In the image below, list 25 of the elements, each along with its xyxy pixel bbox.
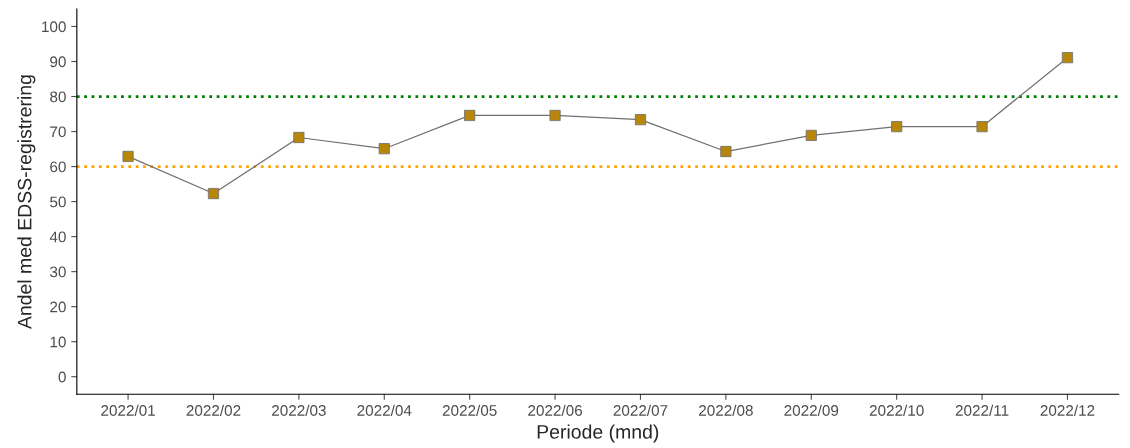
y-tick-label: 70 <box>50 126 66 138</box>
x-tick-label: 2022/11 <box>955 404 1009 416</box>
x-tick-label: 2022/09 <box>784 404 839 416</box>
x-axis-title: Periode (mnd) <box>537 424 659 443</box>
y-tick-label: 40 <box>49 231 66 243</box>
x-tick-label: 2022/08 <box>699 404 753 416</box>
x-tick-label: 2022/03 <box>272 404 326 416</box>
x-tick-label: 2022/07 <box>613 404 668 416</box>
y-tick-label: 30 <box>50 266 66 278</box>
y-axis-title: Andel med EDSS-registrering <box>17 75 36 330</box>
y-tick-label: 100 <box>42 21 66 33</box>
x-tick-label: 2022/06 <box>528 404 583 416</box>
y-tick-label: 90 <box>50 56 66 68</box>
x-tick-label: 2022/10 <box>869 404 924 416</box>
y-tick-label: 20 <box>50 301 66 313</box>
y-tick-label: 0 <box>58 371 66 383</box>
y-tick-label: 10 <box>50 336 66 348</box>
x-tick-label: 2022/01 <box>101 404 155 416</box>
x-tick-label: 2022/04 <box>357 404 412 416</box>
y-tick-label: 50 <box>50 196 66 208</box>
x-tick-label: 2022/02 <box>186 404 241 416</box>
x-tick-label: 2022/12 <box>1040 404 1095 416</box>
x-tick-label: 2022/05 <box>442 404 497 416</box>
y-tick-label: 60 <box>50 161 66 173</box>
y-tick-label: 80 <box>50 91 66 103</box>
